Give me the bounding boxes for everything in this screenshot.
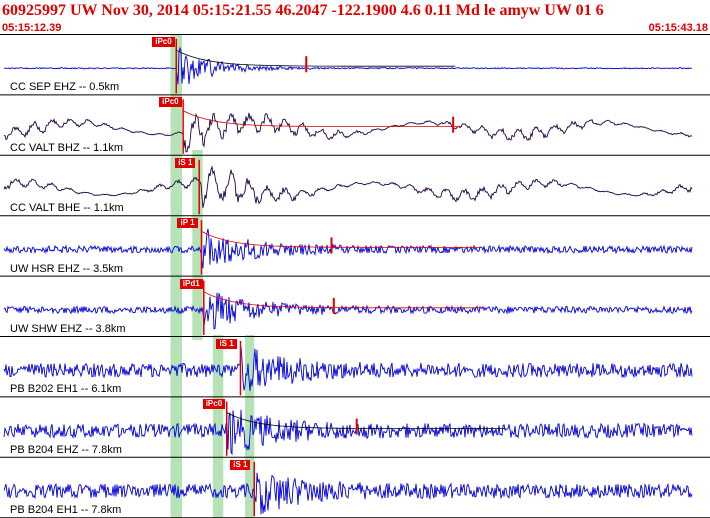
phase-pick-label[interactable]: iPc0: [152, 37, 175, 47]
event-header: 60925997 UW Nov 30, 2014 05:15:21.55 46.…: [2, 2, 604, 19]
station-channel-label: CC VALT BHZ -- 1.1km: [10, 141, 124, 154]
station-channel-label: UW SHW EHZ -- 3.8km: [10, 323, 126, 335]
station-channel-label: UW HSR EHZ -- 3.5km: [10, 262, 124, 275]
coda-decay-curve: [226, 412, 506, 429]
seismogram-row: [0, 99, 710, 156]
station-channel-label: PB B204 EH1 -- 7.8km: [10, 504, 122, 517]
phase-pick-label[interactable]: iPd1: [179, 278, 203, 289]
seismogram-row: [0, 159, 710, 217]
coda-decay-curve: [182, 110, 463, 127]
waveform-trace: [3, 228, 693, 269]
waveform-trace: [3, 165, 693, 208]
seismogram-row: [0, 220, 710, 277]
station-channel-label: CC SEP EHZ -- 0.5km: [10, 81, 120, 94]
phase-pick-label[interactable]: iP 1: [177, 218, 198, 229]
waveform-trace: [3, 409, 693, 456]
station-channel-label: CC VALT BHE -- 1.1km: [10, 202, 124, 215]
phase-pick-label[interactable]: iPc0: [159, 97, 182, 108]
waveform-trace: [3, 112, 693, 153]
phase-window-band: [212, 335, 224, 518]
coda-decay-curve: [176, 49, 456, 67]
phase-pick-label[interactable]: iPc0: [202, 399, 226, 410]
phase-pick-label[interactable]: iS 1: [230, 459, 251, 470]
end-time-label: 05:15:43.18: [648, 22, 708, 34]
phase-pick-label[interactable]: iS 1: [175, 157, 196, 168]
station-channel-label: PB B204 EHZ -- 7.8km: [10, 443, 122, 456]
seismogram-row: [0, 280, 710, 337]
waveform-trace: [3, 472, 693, 515]
waveform-trace: [3, 46, 693, 85]
seismogram-row: [0, 401, 710, 458]
coda-decay-curve: [203, 291, 483, 309]
phase-pick-label[interactable]: iS 1: [216, 339, 237, 349]
seismogram-row: [0, 39, 710, 96]
waveform-trace: [3, 292, 693, 330]
phase-window-band: [245, 335, 255, 518]
seismogram-row: [0, 341, 710, 398]
phase-window-band: [192, 150, 203, 340]
start-time-label: 05:15:12.39: [2, 22, 62, 34]
station-channel-label: PB B202 EH1 -- 6.1km: [10, 383, 122, 396]
coda-decay-curve: [201, 231, 481, 248]
waveform-trace: [3, 346, 693, 392]
